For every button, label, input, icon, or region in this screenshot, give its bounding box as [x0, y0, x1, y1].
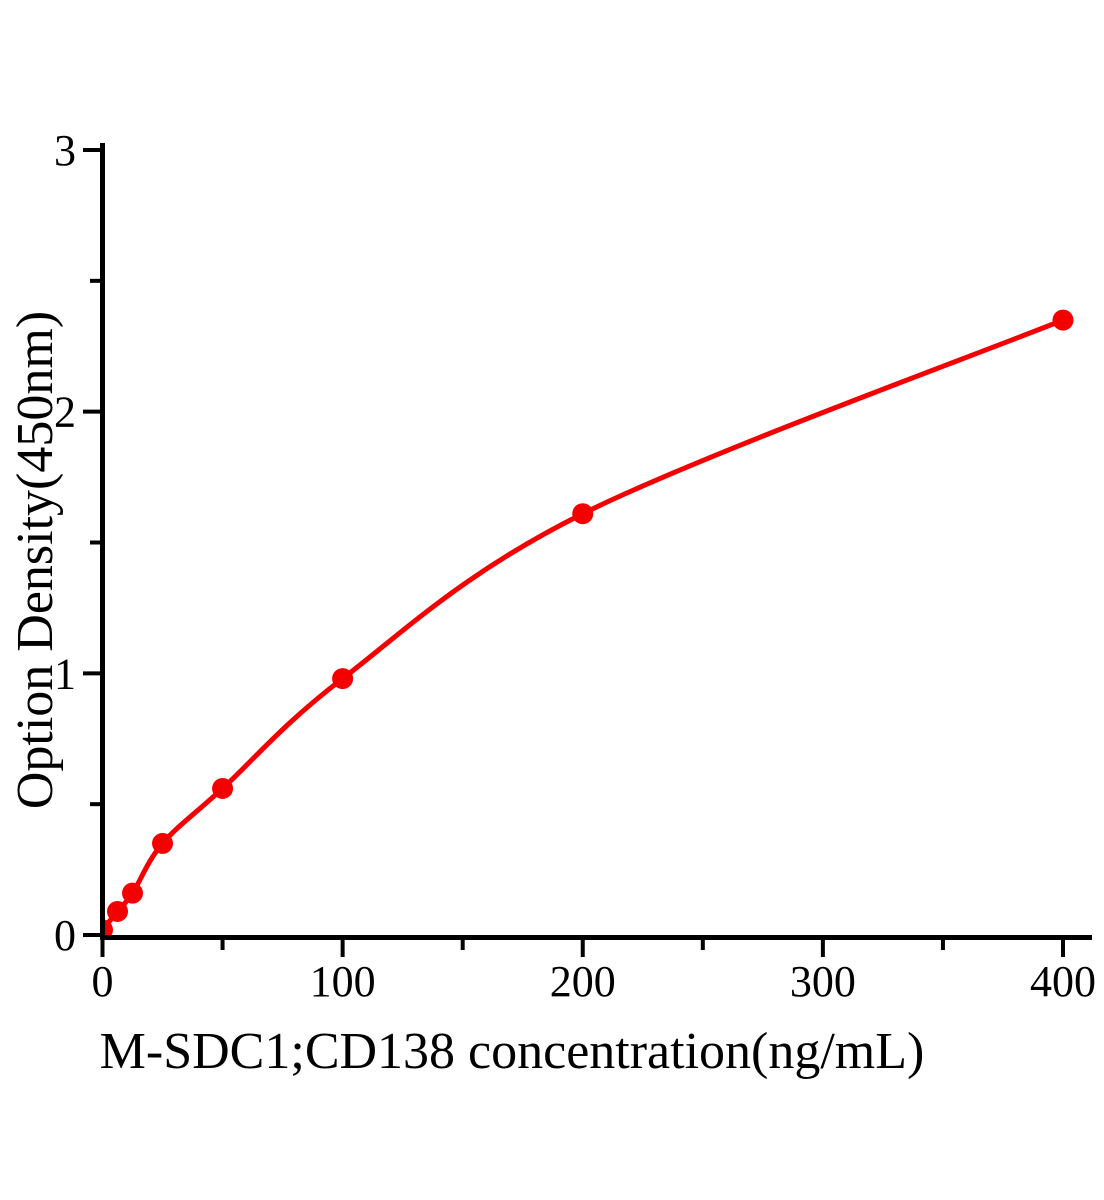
standard-curve-line — [102, 317, 1064, 932]
data-point-0 — [102, 919, 113, 936]
data-point-6.25 — [107, 900, 129, 922]
y-tick-label: 1 — [54, 649, 76, 698]
data-point-12.5 — [122, 882, 144, 904]
x-tick-label: 100 — [310, 957, 376, 1006]
x-tick-label: 0 — [92, 957, 114, 1006]
y-tick-label: 0 — [54, 911, 76, 960]
data-point-25 — [152, 832, 174, 854]
x-tick-label: 200 — [550, 957, 616, 1006]
y-axis-title: Option Density(450nm) — [7, 310, 64, 810]
x-tick-label: 400 — [1030, 957, 1096, 1006]
y-tick-label: 3 — [54, 126, 76, 175]
data-point-50 — [212, 777, 234, 799]
data-point-400 — [1052, 309, 1074, 331]
data-point-100 — [332, 668, 354, 690]
series-group — [102, 309, 1074, 936]
x-axis-title: M-SDC1;CD138 concentration(ng/mL) — [99, 1023, 925, 1080]
x-tick-label: 300 — [790, 957, 856, 1006]
y-tick-label: 2 — [54, 388, 76, 437]
data-point-200 — [572, 503, 594, 525]
